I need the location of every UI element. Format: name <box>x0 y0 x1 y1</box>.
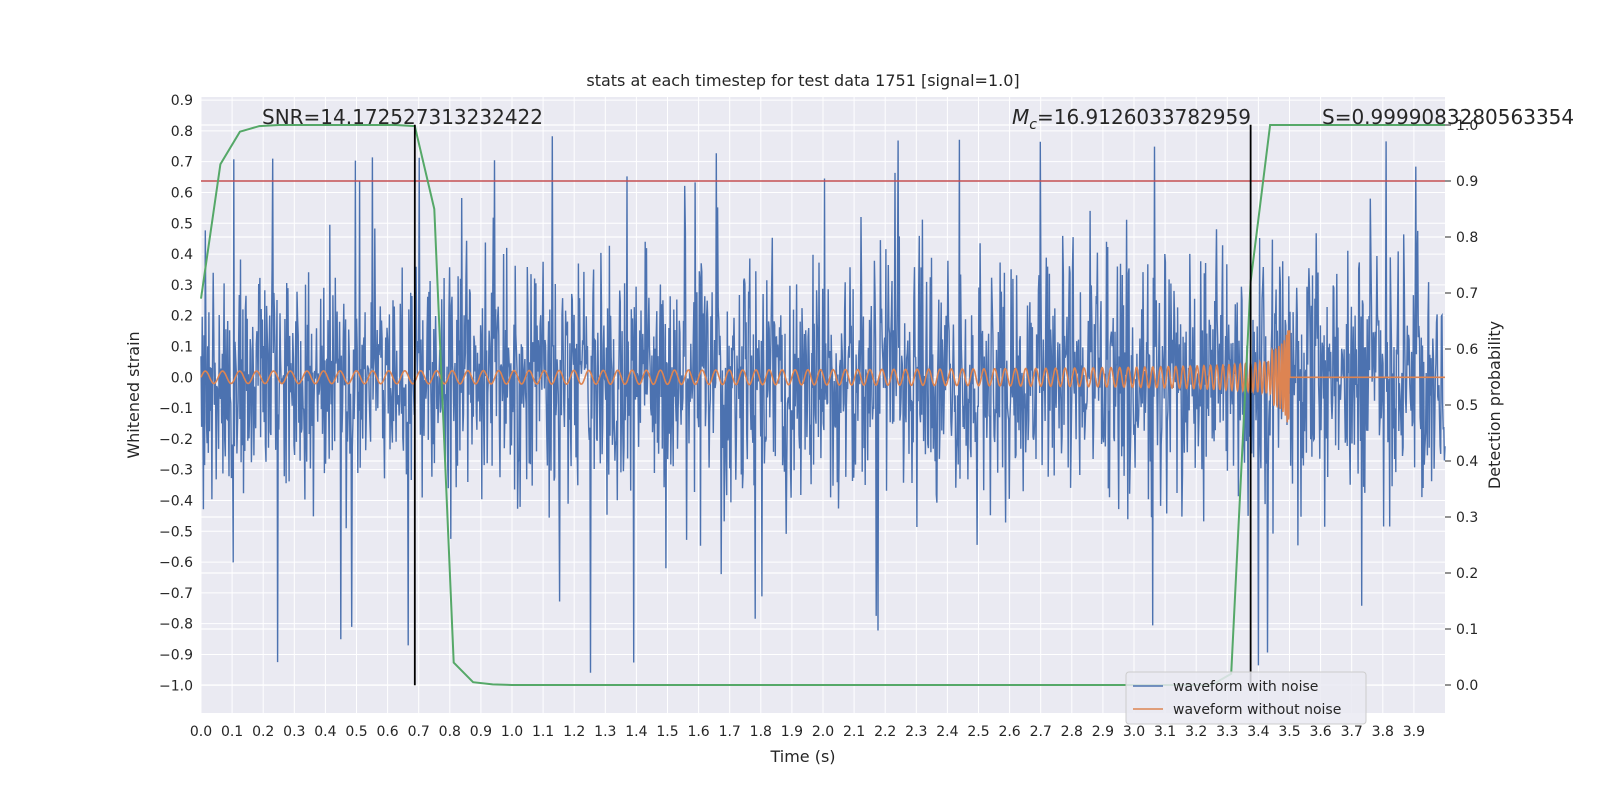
x-tick-label: 2.0 <box>812 724 834 740</box>
x-tick-label: 0.9 <box>470 724 492 740</box>
y-right-tick-label: 0.6 <box>1456 342 1478 358</box>
y-left-tick-label: −0.5 <box>159 524 193 540</box>
x-tick-label: 2.9 <box>1092 724 1114 740</box>
x-tick-label: 3.8 <box>1372 724 1394 740</box>
x-tick-label: 3.9 <box>1403 724 1425 740</box>
x-tick-label: 3.3 <box>1216 724 1238 740</box>
chirp-trace <box>200 330 1445 423</box>
chirp-mass-annotation: Mc=16.9126033782959 <box>1012 105 1251 133</box>
x-axis-title: Time (s) <box>769 747 835 766</box>
legend-label-waveform-with-noise: waveform with noise <box>1173 679 1318 695</box>
x-tick-label: 2.1 <box>843 724 865 740</box>
y-left-tick-label: 0.9 <box>171 93 193 109</box>
y-left-axis-ticks: 0.9 0.8 0.7 0.6 0.5 0.4 0.3 0.2 0.1 0.0 −0.1 −0.2 −0… <box>159 93 193 694</box>
x-tick-label: 1.3 <box>594 724 616 740</box>
y-left-tick-label: −0.9 <box>159 647 193 663</box>
y-left-tick-label: 0.2 <box>171 309 193 325</box>
x-tick-label: 1.2 <box>563 724 585 740</box>
x-tick-label: 3.2 <box>1185 724 1207 740</box>
snr-annotation: SNR=14.172527313232422 <box>262 105 543 129</box>
x-tick-label: 0.1 <box>221 724 243 740</box>
y-right-axis-ticks: 1.0 0.9 0.8 0.7 0.6 0.5 0.4 0.3 0.2 0.1 0.0 <box>1445 118 1478 694</box>
legend: waveform with noise waveform without noi… <box>1125 671 1367 725</box>
x-tick-label: 2.4 <box>936 724 958 740</box>
y-left-tick-label: −0.3 <box>159 463 193 479</box>
x-tick-label: 3.7 <box>1341 724 1363 740</box>
x-tick-label: 3.4 <box>1247 724 1269 740</box>
x-tick-label: 0.4 <box>314 724 336 740</box>
x-tick-label: 0.7 <box>408 724 430 740</box>
legend-box <box>1125 671 1367 725</box>
x-tick-label: 3.5 <box>1278 724 1300 740</box>
y-left-tick-label: 0.0 <box>171 370 193 386</box>
y-left-tick-label: −0.4 <box>159 493 193 509</box>
x-tick-label: 2.5 <box>967 724 989 740</box>
x-tick-label: 3.0 <box>1123 724 1145 740</box>
x-tick-label: 3.1 <box>1154 724 1176 740</box>
x-tick-label: 0.8 <box>439 724 461 740</box>
x-axis-ticks: 0.0 0.1 0.2 0.3 0.4 0.5 0.6 0.7 0.8 0.9 1.0 1.1 1.2 1… <box>190 724 1425 740</box>
x-tick-label: 1.0 <box>501 724 523 740</box>
probability-trace <box>200 124 1445 686</box>
y-left-tick-label: 0.4 <box>171 247 193 263</box>
series-waveform-without-noise <box>200 330 1445 423</box>
series-detection-probability <box>200 124 1445 686</box>
y-right-tick-label: 0.5 <box>1456 398 1478 414</box>
y-right-tick-label: 0.0 <box>1456 678 1478 694</box>
y-right-axis-title: Detection probability <box>1485 321 1504 489</box>
y-left-tick-label: 0.1 <box>171 339 193 355</box>
legend-label-waveform-without-noise: waveform without noise <box>1173 702 1341 718</box>
y-right-tick-label: 0.7 <box>1456 286 1478 302</box>
x-tick-label: 0.2 <box>252 724 274 740</box>
x-tick-label: 1.5 <box>656 724 678 740</box>
y-right-tick-label: 0.4 <box>1456 454 1478 470</box>
x-tick-label: 0.0 <box>190 724 212 740</box>
vertical-markers <box>413 124 1252 686</box>
x-tick-label: 2.2 <box>874 724 896 740</box>
x-tick-label: 1.8 <box>750 724 772 740</box>
y-right-tick-label: 0.3 <box>1456 510 1478 526</box>
chart-title: stats at each timestep for test data 175… <box>586 71 1019 90</box>
x-tick-label: 2.7 <box>1030 724 1052 740</box>
y-left-tick-label: −0.7 <box>159 586 193 602</box>
x-tick-label: 1.9 <box>781 724 803 740</box>
x-tick-label: 1.6 <box>687 724 709 740</box>
y-right-tick-label: 0.9 <box>1456 174 1478 190</box>
x-tick-label: 0.3 <box>283 724 305 740</box>
chirp-mass-value: =16.9126033782959 <box>1037 105 1251 129</box>
x-tick-label: 3.6 <box>1309 724 1331 740</box>
y-left-tick-label: −0.2 <box>159 432 193 448</box>
y-left-tick-label: 0.7 <box>171 155 193 171</box>
chirp-mass-subscript: c <box>1029 117 1037 133</box>
y-left-tick-label: −0.6 <box>159 555 193 571</box>
y-left-tick-label: −1.0 <box>159 678 193 694</box>
x-tick-label: 0.5 <box>345 724 367 740</box>
x-tick-label: 0.6 <box>376 724 398 740</box>
x-tick-label: 2.3 <box>905 724 927 740</box>
x-tick-label: 2.6 <box>998 724 1020 740</box>
x-tick-label: 1.1 <box>532 724 554 740</box>
x-tick-label: 1.4 <box>625 724 647 740</box>
s-annotation: S=0.9999083280563354 <box>1322 105 1574 129</box>
y-left-tick-label: 0.3 <box>171 278 193 294</box>
x-tick-label: 2.8 <box>1061 724 1083 740</box>
y-left-tick-label: −0.8 <box>159 617 193 633</box>
y-left-tick-label: 0.8 <box>171 124 193 140</box>
chirp-mass-symbol: M <box>1012 105 1029 129</box>
y-right-tick-label: 1.0 <box>1456 118 1478 134</box>
y-left-axis-title: Whitened strain <box>124 331 143 458</box>
y-left-tick-label: −0.1 <box>159 401 193 417</box>
y-right-tick-label: 0.2 <box>1456 566 1478 582</box>
x-tick-label: 1.7 <box>719 724 741 740</box>
y-right-tick-label: 0.8 <box>1456 230 1478 246</box>
y-left-tick-label: 0.6 <box>171 185 193 201</box>
y-right-tick-label: 0.1 <box>1456 622 1478 638</box>
y-left-tick-label: 0.5 <box>171 216 193 232</box>
